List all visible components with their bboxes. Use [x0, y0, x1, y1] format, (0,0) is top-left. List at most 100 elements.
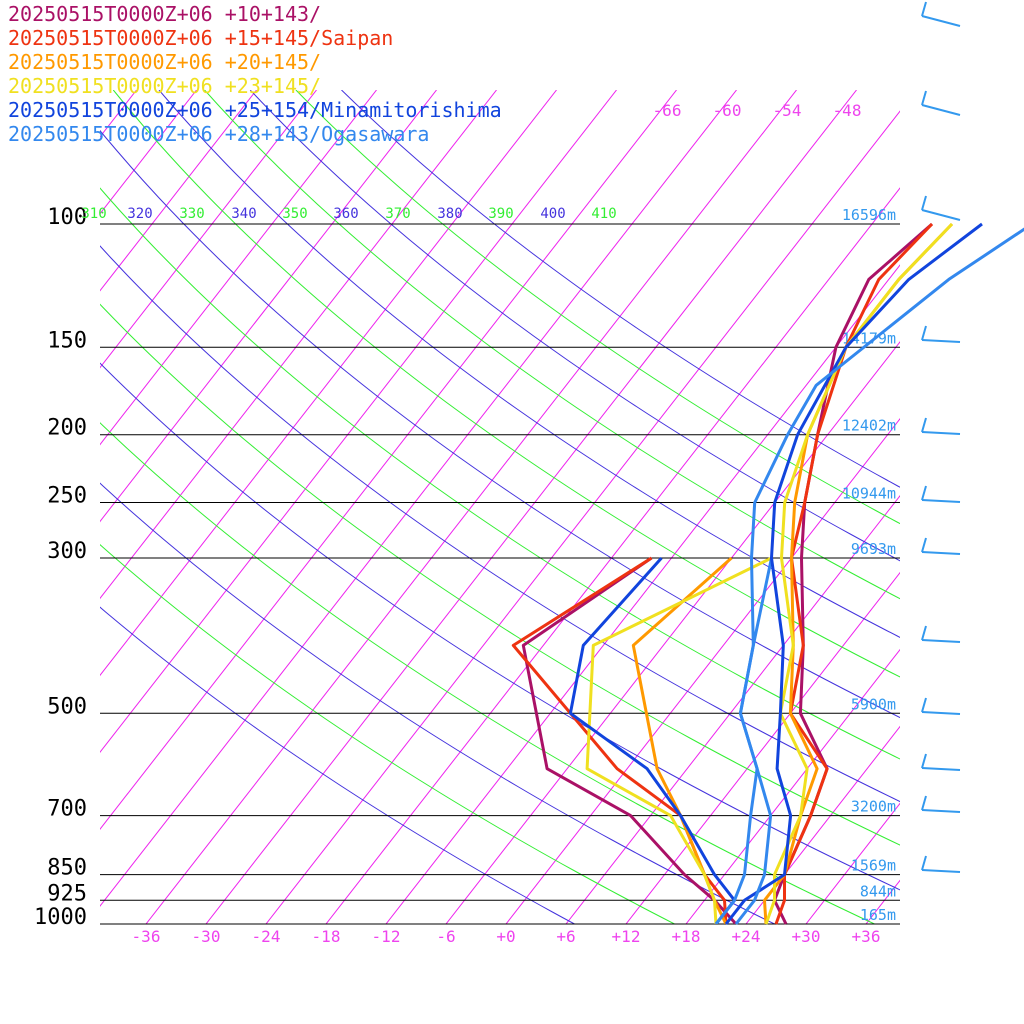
pressure-label: 700 — [47, 797, 87, 822]
isotherm-line — [100, 90, 257, 292]
dewpoint-line — [714, 557, 773, 924]
temperature-tick-label: +24 — [732, 927, 761, 946]
theta-line — [100, 544, 675, 924]
pressure-label: 300 — [47, 539, 87, 564]
wind-barb-staff — [921, 431, 961, 435]
wind-barb-flag — [921, 625, 927, 641]
theta-line — [204, 90, 900, 600]
temperature-tick-label: -36 — [132, 927, 161, 946]
theta-line — [100, 606, 575, 924]
isotherm-line — [986, 90, 1024, 924]
isotherm-top-label: -48 — [833, 101, 862, 120]
dewpoint-line — [585, 556, 773, 924]
legend-entry: 20250515T0000Z+06 +28+143/Ogasawara — [8, 122, 430, 146]
isotherm-line — [0, 90, 17, 924]
theta-line — [112, 90, 900, 678]
profiles-group — [511, 556, 773, 924]
isotherm-line — [100, 90, 677, 830]
theta-line — [100, 422, 875, 924]
wind-barb-staff — [921, 209, 961, 221]
theta-line — [100, 303, 900, 846]
wind-barb — [921, 753, 961, 771]
pressure-label: 200 — [47, 416, 87, 441]
isotherm-line — [565, 494, 900, 924]
wind-barb-staff — [921, 15, 961, 27]
legend: 20250515T0000Z+06 +10+143/20250515T0000Z… — [8, 2, 502, 146]
wind-barb-flag — [921, 795, 927, 811]
theta-label: 330 — [179, 206, 204, 222]
legend-entry: 20250515T0000Z+06 +10+143/ — [8, 2, 322, 26]
height-label: 5900m — [851, 695, 896, 713]
isotherm-top-label: -54 — [773, 101, 802, 120]
isotherm-line — [685, 648, 900, 924]
wind-barb-staff — [921, 711, 961, 715]
pressure-label: 1000 — [34, 905, 87, 930]
dewpoint-line — [631, 556, 733, 924]
isotherm-line — [325, 187, 900, 924]
isotherm-line — [100, 90, 497, 600]
wind-barb — [921, 1, 961, 27]
temperature-tick-label: +6 — [556, 927, 575, 946]
wind-barb-flag — [921, 485, 927, 501]
wind-barb — [921, 417, 961, 435]
wind-barb-flag — [921, 325, 927, 341]
wind-barb-staff — [921, 499, 961, 503]
height-label: 10944m — [842, 485, 896, 503]
dewpoint-line — [511, 556, 728, 924]
wind-barb-staff — [921, 809, 961, 813]
wind-barb — [921, 537, 961, 555]
legend-entry: 20250515T0000Z+06 +23+145/ — [8, 74, 322, 98]
theta-line — [249, 90, 900, 562]
wind-barb-flag — [921, 753, 927, 769]
temperature-line — [734, 227, 1024, 925]
pressure-label: 500 — [47, 694, 87, 719]
theta-line — [100, 482, 775, 924]
isotherm-line — [265, 110, 900, 924]
legend-entry: 20250515T0000Z+06 +15+145/Saipan — [8, 26, 394, 50]
temperature-tick-label: -12 — [372, 927, 401, 946]
temperature-tick-label: -30 — [192, 927, 221, 946]
temperature-tick-label: +18 — [672, 927, 701, 946]
theta-line — [341, 90, 900, 488]
pressure-label: 925 — [47, 881, 87, 906]
wind-barb — [921, 625, 961, 643]
wind-barb — [921, 697, 961, 715]
isotherm-line — [385, 264, 900, 924]
theta-line — [295, 90, 900, 525]
pressure-label: 100 — [47, 205, 87, 230]
theta-label: 320 — [127, 206, 152, 222]
pressure-label: 850 — [47, 856, 87, 881]
isotherm-top-label: -60 — [713, 101, 742, 120]
wind-barb-flag — [921, 697, 927, 713]
wind-barb-flag — [921, 90, 927, 106]
theta-line — [100, 187, 900, 760]
wind-barb-staff — [921, 869, 961, 873]
height-label: 16596m — [842, 206, 896, 224]
dewpoint-line — [568, 556, 736, 924]
isotherm-line — [100, 90, 437, 523]
temperature-tick-label: +0 — [496, 927, 515, 946]
wind-barb — [921, 795, 961, 813]
wind-barb — [921, 855, 961, 873]
theta-label: 410 — [591, 206, 616, 222]
theta-label: 350 — [282, 206, 307, 222]
theta-label: 400 — [540, 206, 565, 222]
isotherm-line — [100, 90, 617, 754]
temperature-line — [724, 222, 983, 925]
theta-label: 340 — [231, 206, 256, 222]
wind-barb-staff — [921, 339, 961, 343]
theta-line — [100, 362, 900, 891]
isotherm-top-label: -66 — [653, 101, 682, 120]
theta-label: 380 — [437, 206, 462, 222]
isotherm-line — [145, 90, 797, 924]
theta-line — [100, 245, 900, 803]
wind-barb-flag — [921, 1, 927, 17]
temperature-tick-label: -18 — [312, 927, 341, 946]
profiles-overflow-group — [724, 222, 1024, 925]
temperature-tick-label: +36 — [852, 927, 881, 946]
pressure-label: 250 — [47, 484, 87, 509]
wind-barb — [921, 195, 961, 221]
wind-barb-staff — [921, 104, 961, 116]
theta-line — [158, 90, 900, 638]
